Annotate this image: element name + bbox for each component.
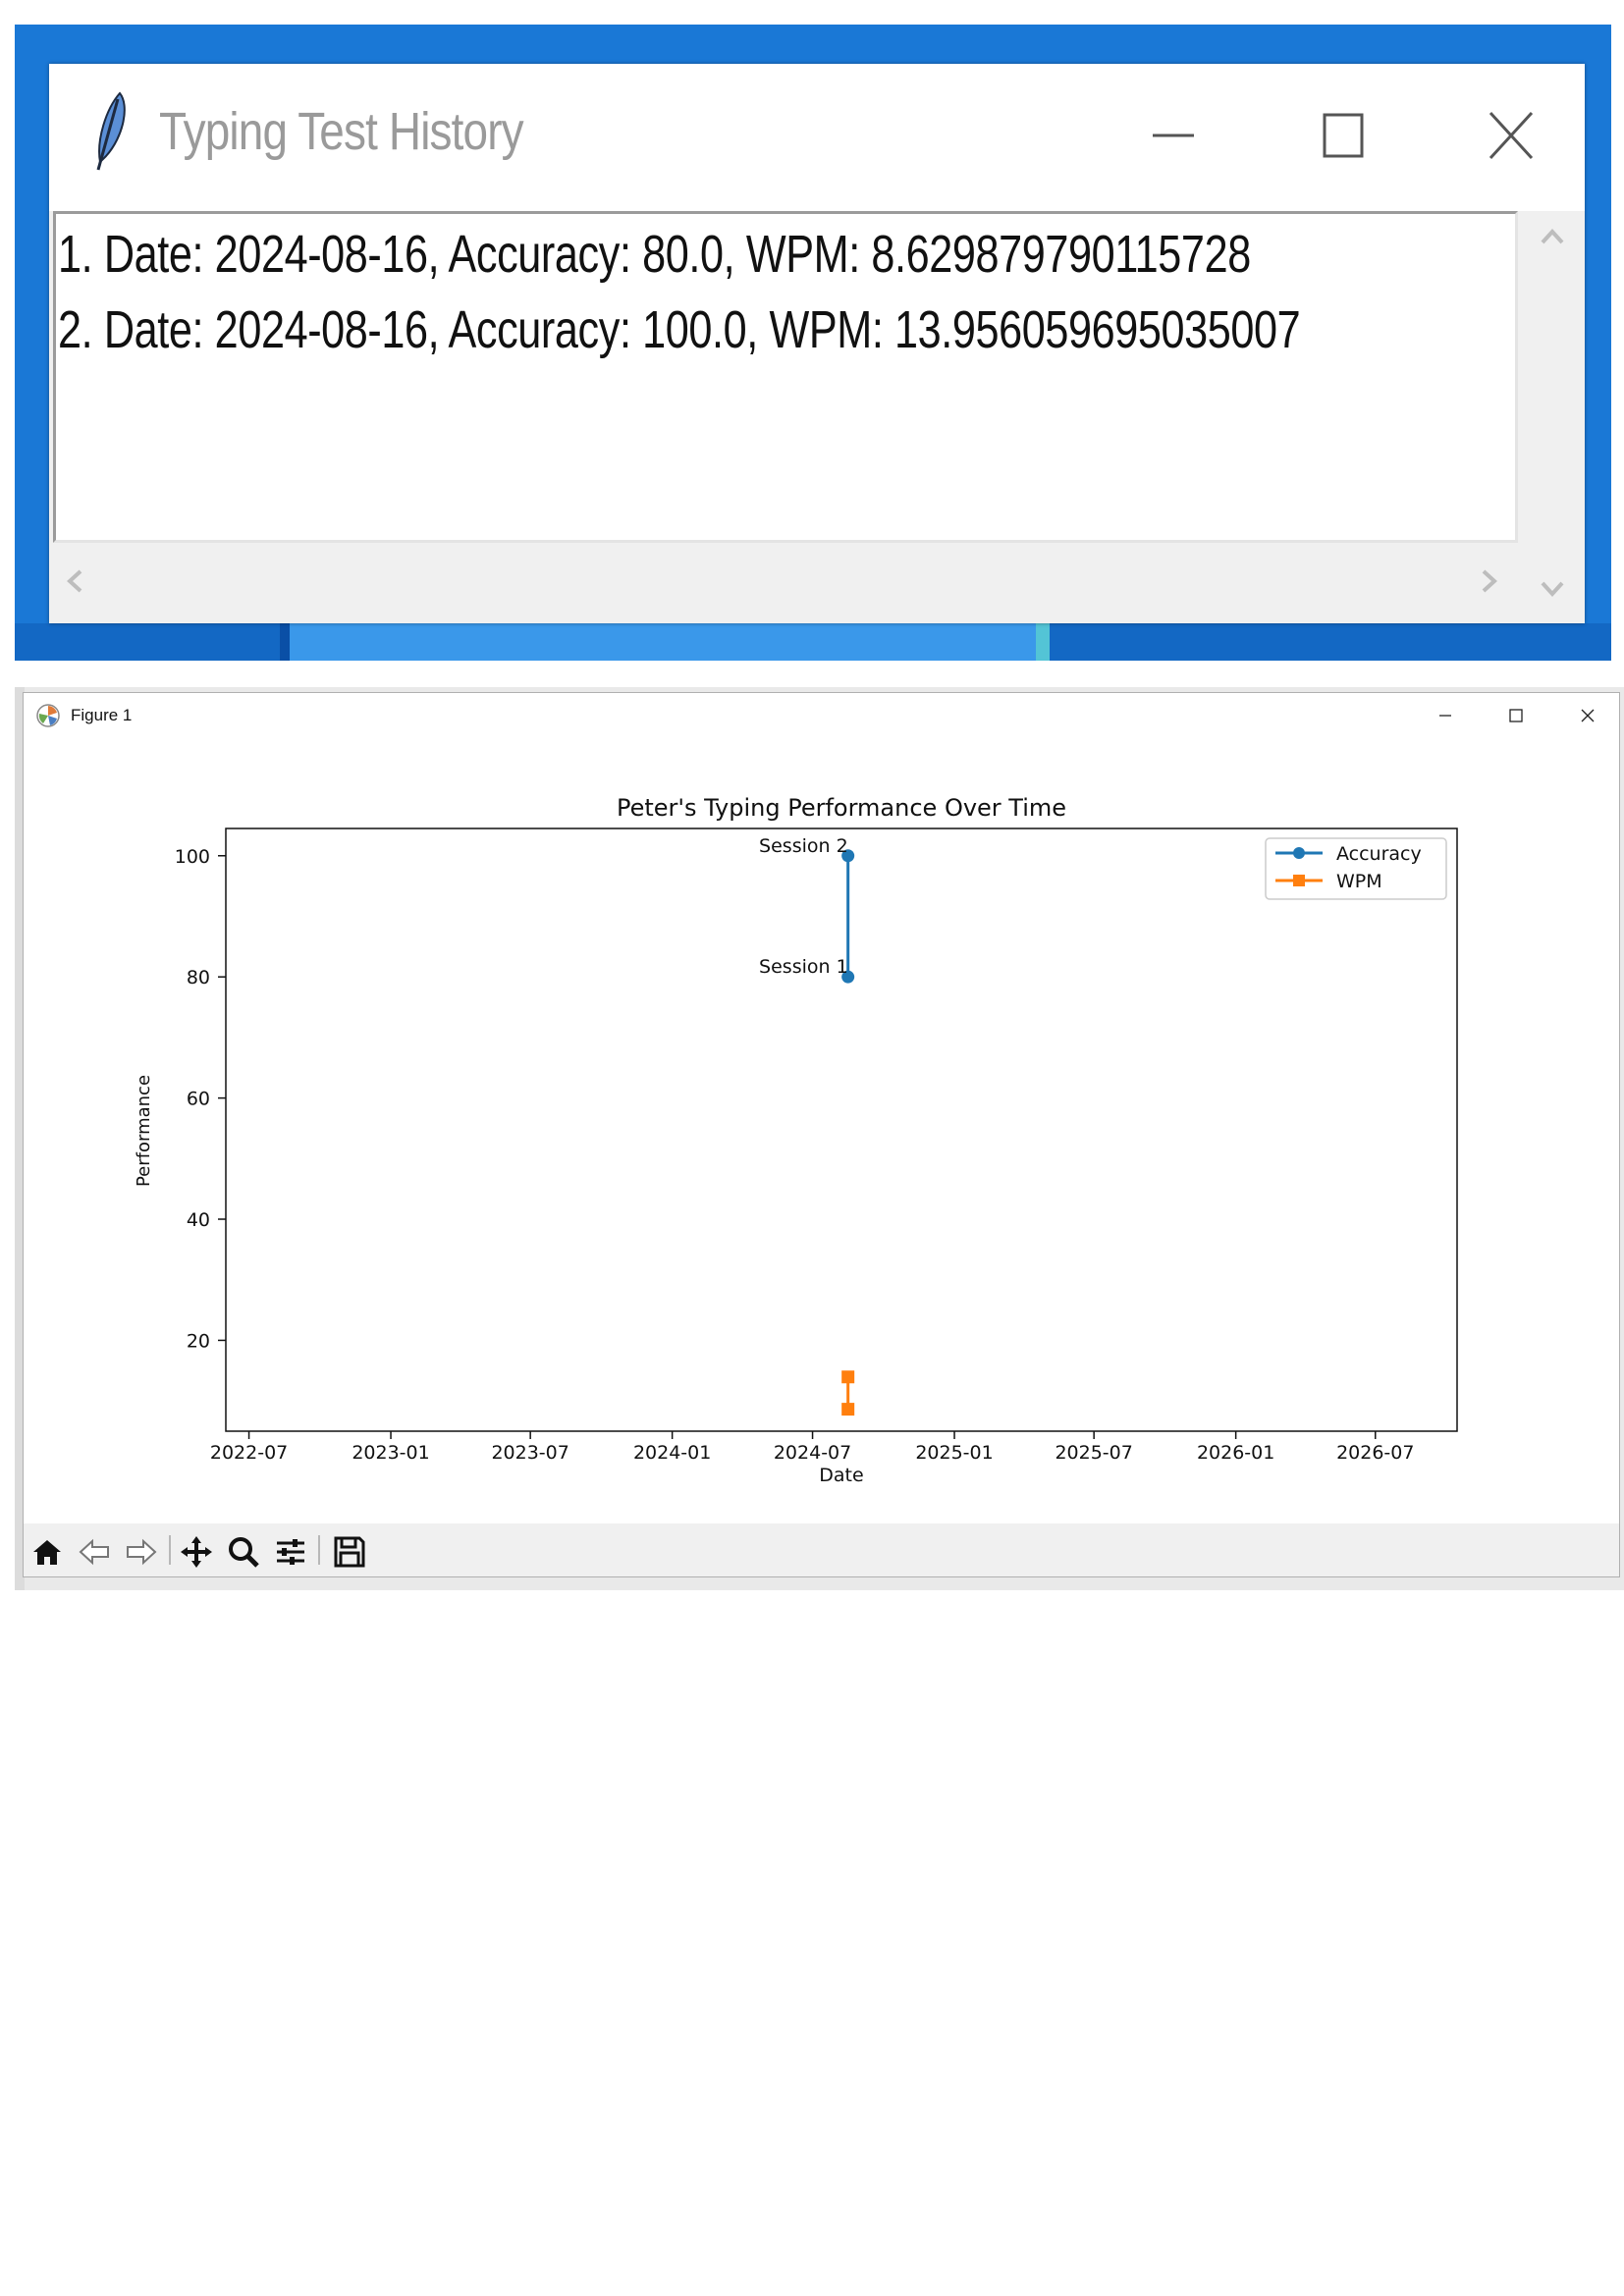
history-listbox[interactable]: 1. Date: 2024-08-16, Accuracy: 80.0, WPM… — [53, 211, 1518, 543]
toolbar-separator — [318, 1535, 320, 1565]
chevron-right-icon[interactable] — [1475, 566, 1504, 596]
chart-legend[interactable]: Accuracy WPM — [1265, 837, 1447, 900]
figure-window: Figure 1 Peter's Typing Performance Over… — [23, 692, 1620, 1577]
data-point — [841, 849, 855, 863]
x-tick-label: 2023-07 — [491, 1442, 568, 1464]
x-axis-label: Date — [819, 1465, 863, 1482]
y-tick-label: 20 — [187, 1330, 210, 1352]
navigation-toolbar — [24, 1523, 1619, 1576]
x-tick-label: 2024-01 — [633, 1442, 711, 1464]
minimize-icon[interactable] — [1431, 701, 1460, 730]
figure-title-bar[interactable]: Figure 1 — [24, 693, 1619, 738]
maximize-icon[interactable] — [1501, 701, 1531, 730]
y-tick-label: 60 — [187, 1089, 210, 1110]
desktop-background: Typing Test History 1. Date: 2024-08-16,… — [15, 25, 1611, 661]
close-icon[interactable] — [1477, 101, 1545, 170]
legend-label: WPM — [1336, 871, 1382, 892]
taskbar-indicator — [1036, 623, 1050, 661]
window-title: Typing Test History — [159, 102, 524, 161]
y-axis-label: Performance — [134, 1075, 154, 1187]
horizontal-scrollbar[interactable] — [53, 545, 1516, 621]
legend-label: Accuracy — [1336, 843, 1422, 865]
chart-annotations: Session 1 Session 2 — [759, 835, 848, 978]
x-tick-label: 2026-07 — [1336, 1442, 1414, 1464]
x-tick-label: 2026-01 — [1197, 1442, 1274, 1464]
matplotlib-logo-icon — [36, 704, 60, 727]
y-axis: 20 40 60 80 100 — [175, 846, 226, 1352]
data-label: Session 1 — [759, 956, 848, 978]
data-point — [841, 970, 855, 984]
x-tick-label: 2022-07 — [210, 1442, 288, 1464]
list-item[interactable]: 2. Date: 2024-08-16, Accuracy: 100.0, WP… — [58, 300, 1301, 359]
history-window: Typing Test History 1. Date: 2024-08-16,… — [49, 64, 1585, 623]
chevron-left-icon[interactable] — [61, 566, 90, 596]
y-tick-label: 100 — [175, 846, 210, 868]
taskbar-active-app[interactable] — [290, 623, 1036, 661]
list-item[interactable]: 1. Date: 2024-08-16, Accuracy: 80.0, WPM… — [58, 225, 1251, 284]
y-tick-label: 80 — [187, 967, 210, 988]
minimize-icon[interactable] — [1139, 101, 1208, 170]
x-tick-label: 2025-01 — [915, 1442, 993, 1464]
back-icon[interactable] — [77, 1534, 112, 1570]
legend-marker — [1293, 875, 1305, 886]
feather-icon — [96, 91, 126, 171]
y-tick-label: 40 — [187, 1209, 210, 1231]
x-tick-label: 2024-07 — [774, 1442, 851, 1464]
data-label: Session 2 — [759, 835, 848, 857]
data-point — [841, 1403, 855, 1416]
vertical-scrollbar[interactable] — [1520, 211, 1583, 621]
plot-area[interactable] — [225, 828, 1458, 1432]
chevron-down-icon[interactable] — [1538, 574, 1567, 604]
chevron-up-icon[interactable] — [1538, 223, 1567, 252]
data-point — [841, 1370, 855, 1384]
home-icon[interactable] — [29, 1534, 65, 1570]
pan-icon[interactable] — [179, 1534, 214, 1570]
toolbar-separator — [169, 1535, 171, 1565]
x-tick-label: 2023-01 — [352, 1442, 429, 1464]
maximize-icon[interactable] — [1309, 101, 1378, 170]
chart-title: Peter's Typing Performance Over Time — [617, 794, 1066, 822]
forward-icon[interactable] — [124, 1534, 159, 1570]
x-tick-label: 2025-07 — [1055, 1442, 1132, 1464]
close-icon[interactable] — [1573, 701, 1602, 730]
title-bar[interactable]: Typing Test History — [49, 64, 1585, 211]
configure-subplots-icon[interactable] — [273, 1534, 308, 1570]
zoom-icon[interactable] — [226, 1534, 261, 1570]
chart-series — [841, 849, 855, 1416]
figure-title: Figure 1 — [71, 706, 133, 724]
save-icon[interactable] — [332, 1534, 367, 1570]
chart-canvas[interactable]: Peter's Typing Performance Over Time 20 4… — [24, 738, 1619, 1482]
legend-marker — [1293, 847, 1305, 859]
x-axis: 2022-07 2023-01 2023-07 2024-01 2024-07 2025-… — [210, 1431, 1414, 1464]
